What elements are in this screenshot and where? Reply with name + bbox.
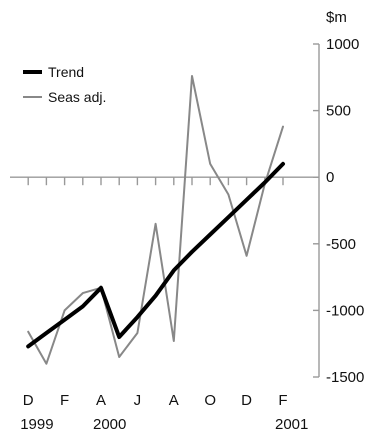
axes: 1000 500 0 -500 -1000 -1500 [10, 36, 364, 386]
x-tick-label: D [23, 392, 34, 409]
legend-label-trend: Trend [48, 64, 84, 80]
y-axis-unit-label: $m [326, 9, 347, 26]
x-tick-label: D [241, 392, 252, 409]
x-tick-label: A [169, 392, 179, 409]
x-tick-label: A [96, 392, 106, 409]
y-tick-label: 1000 [326, 36, 359, 53]
y-tick-label: -1000 [326, 302, 364, 319]
x-year-label: 2000 [93, 416, 126, 433]
x-year-label: 1999 [20, 416, 53, 433]
x-year-label: 2001 [275, 416, 308, 433]
y-axis-ticks: 1000 500 0 -500 -1000 -1500 [313, 36, 364, 386]
y-tick-label: -500 [326, 236, 356, 253]
x-tick-label: F [60, 392, 69, 409]
series-layer [26, 75, 285, 365]
x-tick-label: J [134, 392, 142, 409]
y-tick-label: -1500 [326, 369, 364, 386]
x-tick-label: F [278, 392, 287, 409]
y-tick-label: 500 [326, 103, 351, 120]
legend: Trend Seas adj. [23, 64, 106, 105]
seas-adj-series-line [27, 75, 284, 365]
legend-label-seas-adj: Seas adj. [48, 89, 106, 105]
x-axis-ticks [27, 177, 284, 186]
x-tick-label: O [204, 392, 216, 409]
y-tick-label: 0 [326, 169, 334, 186]
axis-labels: D F A J A O D F 1999 2000 2001 [20, 392, 308, 433]
trend-series-line [26, 161, 285, 349]
